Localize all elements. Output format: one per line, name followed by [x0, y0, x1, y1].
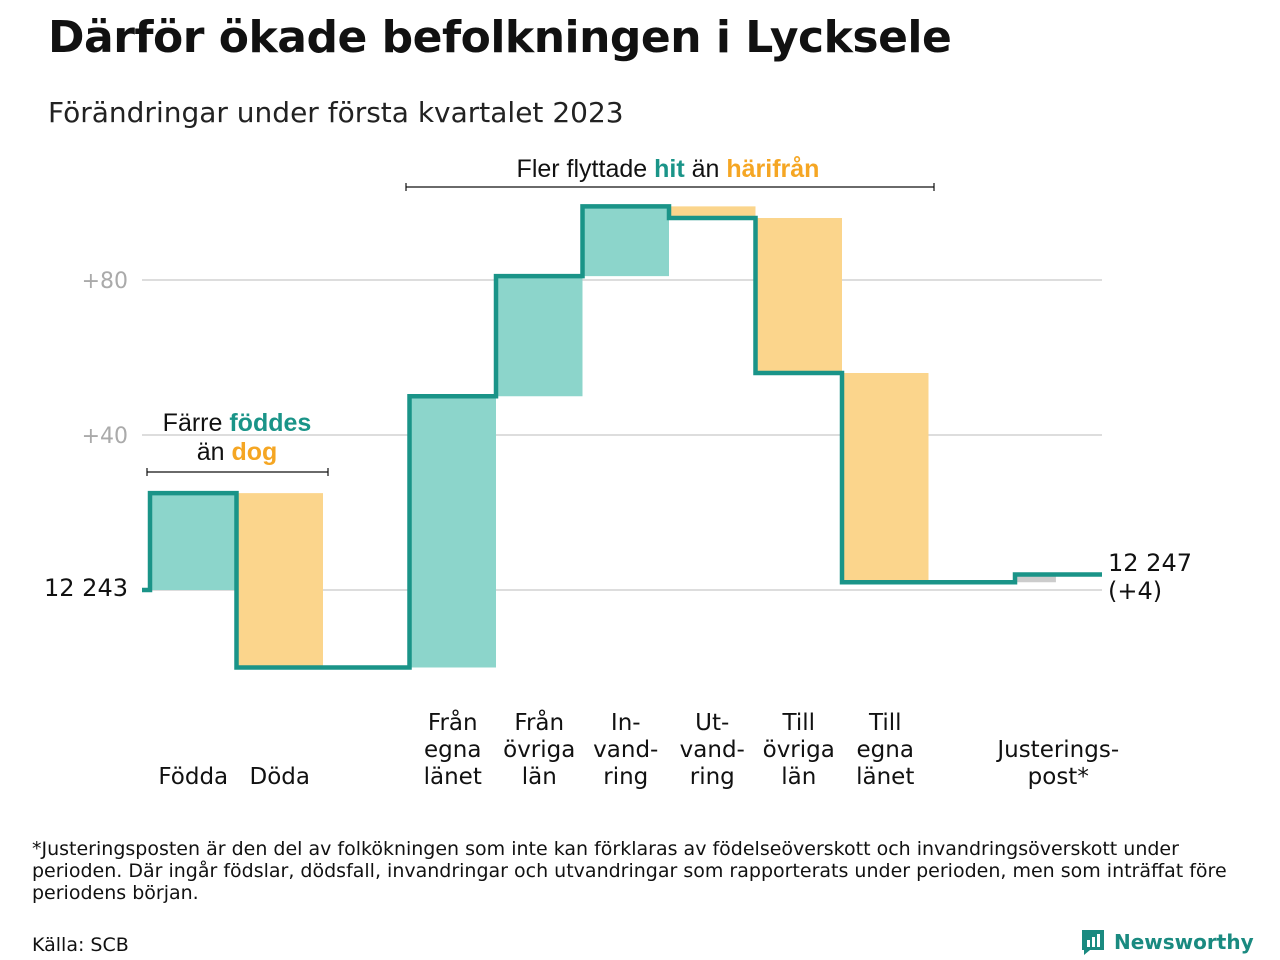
annotation-highlight-orange: härifrån: [726, 155, 819, 183]
x-axis-labels: Födda DödaFrånegnalänetFrånövrigalänIn-va…: [158, 708, 1119, 790]
chart-subtitle: Förändringar under första kvartalet 2023: [48, 96, 624, 129]
svg-text:Färre föddes: Färre föddes: [163, 409, 312, 437]
x-category-label: post*: [1028, 764, 1089, 790]
x-category-label: länet: [856, 764, 914, 790]
x-category-label: övriga: [763, 737, 835, 763]
x-category-label: övriga: [503, 737, 575, 763]
svg-text:Fler flyttade hit än härifrån: Fler flyttade hit än härifrån: [517, 155, 820, 183]
cumulative-line: [142, 204, 1102, 670]
bar-positive: [409, 396, 496, 668]
x-category-label: Döda: [250, 764, 310, 790]
bar-adjustment: [1017, 574, 1056, 583]
y-axis-labels: +40 +80: [82, 269, 128, 449]
bar-positive: [496, 276, 583, 397]
migration-annotation: Fler flyttade hit än härifrån: [405, 155, 935, 191]
end-change-label: (+4): [1108, 577, 1162, 605]
annotation-highlight-orange: dog: [231, 438, 277, 466]
annotation-highlight-teal: hit: [654, 155, 685, 183]
x-category-label: Till: [781, 710, 815, 736]
x-category-label: Ut-: [695, 710, 729, 736]
y-tick-label: +40: [82, 424, 128, 449]
source-label: Källa: SCB: [32, 934, 129, 956]
x-category-label: länet: [424, 764, 482, 790]
bar-positive: [582, 206, 669, 277]
x-category-label: län: [781, 764, 816, 790]
x-category-label: län: [522, 764, 557, 790]
annotation-text: än: [197, 438, 232, 466]
annotation-highlight-teal: föddes: [229, 409, 311, 437]
x-category-label: Födda: [158, 764, 228, 790]
x-category-label: Justerings-: [995, 737, 1119, 763]
waterfall-chart: +40+80 Födda DödaFrånegnalänetFrånövrigal…: [44, 155, 1192, 790]
chart-bars: [150, 206, 1056, 668]
annotation-text: Färre: [163, 409, 230, 437]
newsworthy-logo-icon: [1082, 930, 1104, 955]
annotation-bracket: [146, 468, 329, 476]
x-category-label: ring: [690, 764, 735, 790]
x-category-label: In-: [611, 710, 641, 736]
x-category-label: ring: [603, 764, 648, 790]
chart-title: Därför ökade befolkningen i Lycksele: [48, 12, 952, 63]
brand-name: Newsworthy: [1114, 930, 1254, 954]
births-deaths-annotation: Färre föddes än dog: [146, 409, 329, 476]
bar-negative: [755, 218, 842, 373]
brand-logo: Newsworthy: [1080, 928, 1254, 956]
x-category-label: vand-: [680, 737, 745, 763]
y-tick-label: +80: [82, 269, 128, 294]
bar-negative: [842, 373, 929, 583]
svg-text:än dog: än dog: [197, 438, 278, 466]
x-category-label: egna: [424, 737, 481, 763]
x-category-label: Från: [514, 708, 564, 736]
bar-negative: [669, 206, 756, 218]
annotation-bracket: [405, 183, 935, 191]
x-category-label: Till: [868, 710, 902, 736]
start-value-label: 12 243: [44, 574, 128, 602]
bar-positive: [150, 493, 237, 590]
bar-negative: [236, 493, 323, 668]
x-category-label: egna: [857, 737, 914, 763]
annotation-text: än: [685, 155, 727, 183]
footnote: *Justeringsposten är den del av folkökni…: [32, 838, 1227, 904]
end-value-label: 12 247: [1108, 549, 1192, 577]
x-category-label: vand-: [593, 737, 658, 763]
annotation-text: Fler flyttade: [517, 155, 655, 183]
x-category-label: Från: [428, 708, 478, 736]
cumulative-step-line: [142, 204, 1102, 670]
